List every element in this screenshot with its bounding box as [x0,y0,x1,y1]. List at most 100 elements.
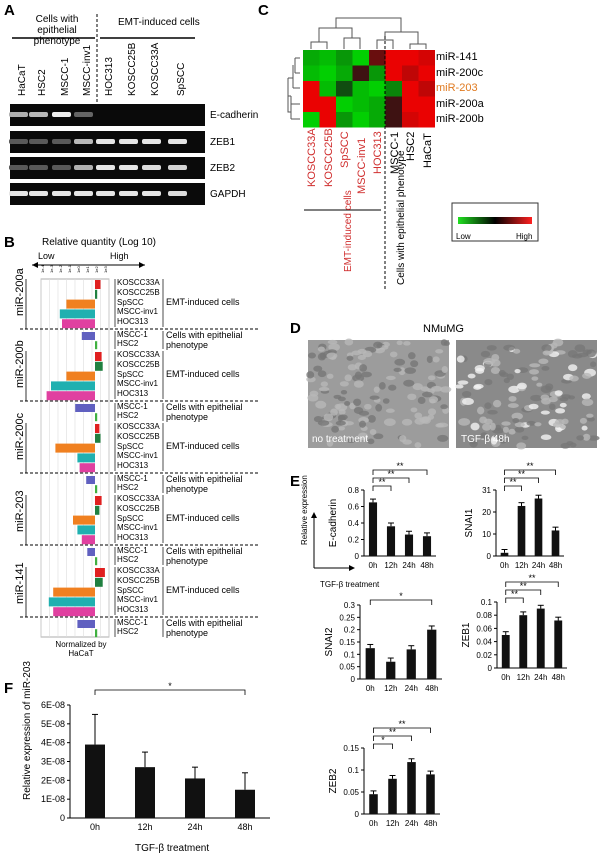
heatmap-cell [319,65,336,81]
heatmap-cell [385,81,402,97]
chart5-ytick-label: 4E-08 [41,738,65,748]
cell-blob [362,350,373,358]
cell-blob [407,352,416,360]
cell-line-label: HSC2 [117,627,139,637]
heatmap-cell [418,65,435,81]
cell-line-label: MSCC-inv1 [117,595,158,605]
gel-band [52,139,71,144]
cell-blob [582,433,591,441]
chart5-ytick-label: 3E-08 [41,757,65,767]
heatmap-emt-label: EMT-induced cells [343,190,354,272]
cell-blob [347,364,357,371]
relative-quantity-bar [79,463,95,473]
cell-blob [511,412,523,420]
cell-blob [502,426,509,433]
cell-blob [333,394,342,399]
cell-blob [457,380,469,385]
cell-blob [559,397,569,402]
cell-line-label: HSC2 [117,555,139,565]
cell-blob [417,396,426,405]
heatmap-row-label: miR-141 [436,51,478,63]
significance-bracket [505,597,524,603]
legend-colorbar [458,217,532,224]
chart2-bar [406,649,416,679]
cell-blob [467,373,476,379]
cell-blob [414,442,422,449]
cell-blob [526,420,537,426]
heatmap-row-label: miR-203 [436,82,478,94]
heatmap-cell [336,96,353,112]
cell-blob [501,421,511,426]
chart3-ytick-label: 0.02 [476,651,492,660]
cell-blob [538,358,549,365]
panel-label-c: C [258,2,269,19]
cell-blob [542,350,551,356]
cell-blob [385,408,395,413]
cell-blob [306,371,315,379]
chart1-ytick-label: 20 [482,508,491,517]
relative-quantity-bar [48,597,95,607]
heatmap-cell [385,65,402,81]
chart5-ytick-label: 0 [60,813,65,823]
chart4-xtick-label: 48h [424,819,437,828]
heatmap-cell [336,81,353,97]
cell-blob [482,423,492,431]
panel-e-xlabel: TGF-β treatment [320,580,380,589]
cell-blob [326,352,338,360]
chart3-ytick-label: 0.08 [476,611,492,620]
heatmap-cell [303,50,320,66]
epi-group-tag: Cells with epithelial phenotype [166,474,243,494]
cell-blob [470,422,480,431]
heatmap-cell [418,50,435,66]
cell-blob [337,414,348,420]
significance-marker: ** [511,589,519,599]
micrograph-1 [456,340,597,448]
chart0-bar [386,526,396,556]
significance-bracket [504,485,522,491]
epithelial-group-label: Cells with epithelial phenotype [33,14,81,47]
cell-blob [582,372,592,379]
relative-quantity-bar [95,577,103,587]
cell-blob [401,418,413,426]
significance-marker: ** [389,727,397,737]
cell-blob [375,403,383,412]
heatmap-cell [369,81,386,97]
heatmap-cell [319,112,336,128]
cell-blob [410,407,418,413]
cell-blob [369,395,380,400]
cell-blob [454,384,464,389]
heatmap-cell [352,81,369,97]
cell-blob [559,402,567,408]
chart0-bar [368,502,378,556]
chart5-bar [85,744,105,818]
cell-line-label: KOSCC33A [117,278,160,287]
cell-line-label: KOSCC33A [117,566,160,575]
chart5-ytick-label: 1E-08 [41,794,65,804]
row-dendrogram [287,57,300,120]
chart0-bar [404,534,414,556]
chart2-ytick-label: 0.05 [339,663,355,672]
relative-quantity-bar [77,453,95,463]
panel-label-d: D [290,320,301,337]
gel-band [96,165,115,170]
cell-blob [421,391,433,398]
significance-marker: * [381,735,385,745]
emt-group-tag: EMT-induced cells [166,513,240,523]
chart4-ylabel: ZEB2 [328,768,339,793]
cell-blob [514,426,525,433]
panel-label-f: F [4,680,14,697]
cell-blob [437,434,449,442]
relative-quantity-bar [81,535,95,545]
chart1-bar [517,505,526,556]
heatmap-cell [369,96,386,112]
cell-blob [393,367,402,373]
cell-blob [475,367,485,374]
caption-no-treatment: no treatment [312,434,369,445]
chart5-xtick-label: 48h [237,822,252,832]
legend-box [451,202,539,242]
heatmap-cell [402,65,419,81]
mirna-label: miR-203 [14,490,26,532]
panel-e-arrowheads [311,512,355,571]
chart5-ytick-label: 6E-08 [41,700,65,710]
panel-f-ylabel: Relative expression of miR-203 [22,661,33,800]
